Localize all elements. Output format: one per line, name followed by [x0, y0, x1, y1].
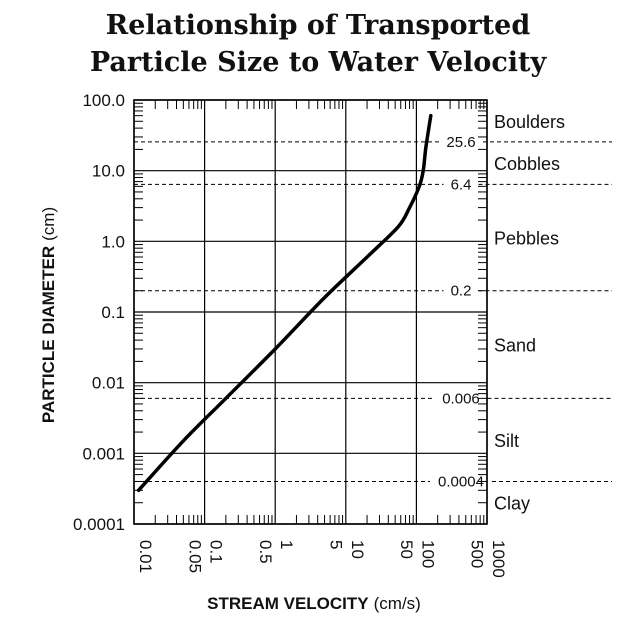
velocity-curve [136, 113, 433, 493]
boundary-label: 0.0004 [438, 473, 484, 490]
x-axis-label: STREAM VELOCITY (cm/s) [207, 594, 421, 613]
y-tick-labels: 0.0001 0.001 0.01 0.1 1.0 10.0 100.0 [73, 91, 125, 534]
size-class-label: Cobbles [494, 154, 560, 174]
minor-ticks [134, 100, 487, 524]
boundary-label: 25.6 [446, 134, 475, 151]
x-tick-label: 500 [468, 540, 487, 568]
y-tick-label: 0.1 [101, 303, 125, 322]
size-class-boundaries: 25.6 6.4 0.2 0.006 0.0004 [134, 134, 612, 490]
chart-title-line-1: Relationship of Transported [106, 10, 531, 41]
plot-frame [133, 99, 488, 525]
size-class-label: Boulders [494, 112, 565, 132]
size-class-labels: Boulders Cobbles Pebbles Sand Silt Clay [494, 112, 565, 514]
y-tick-label: 10.0 [92, 162, 125, 181]
x-tick-label: 50 [397, 540, 416, 559]
size-class-label: Pebbles [494, 229, 559, 249]
x-tick-label: 100 [418, 540, 437, 568]
x-tick-label: 10 [348, 540, 367, 559]
x-tick-label: 1000 [489, 540, 508, 578]
y-tick-label: 1.0 [101, 232, 125, 251]
y-axis-label: PARTICLE DIAMETER(cm) [39, 207, 58, 423]
x-tick-label: 0.5 [256, 540, 275, 564]
size-class-label: Silt [494, 431, 519, 451]
y-tick-label: 0.001 [82, 444, 125, 463]
boundary-label: 6.4 [451, 176, 472, 193]
x-tick-labels: 0.01 0.05 0.1 0.5 1 5 10 50 100 500 1000 [136, 540, 508, 578]
boundary-label: 0.006 [442, 390, 480, 407]
x-tick-label: 5 [327, 540, 346, 549]
boundary-label: 0.2 [451, 283, 472, 300]
x-tick-label: 0.1 [207, 540, 226, 564]
y-tick-label: 0.01 [92, 374, 125, 393]
x-tick-label: 1 [277, 540, 296, 549]
size-class-label: Clay [494, 494, 530, 514]
x-tick-label: 0.05 [185, 540, 204, 573]
chart-title-line-2: Particle Size to Water Velocity [90, 47, 548, 78]
y-tick-label: 0.0001 [73, 515, 125, 534]
size-class-label: Sand [494, 336, 536, 356]
y-tick-label: 100.0 [82, 91, 125, 110]
x-tick-label: 0.01 [136, 540, 155, 573]
